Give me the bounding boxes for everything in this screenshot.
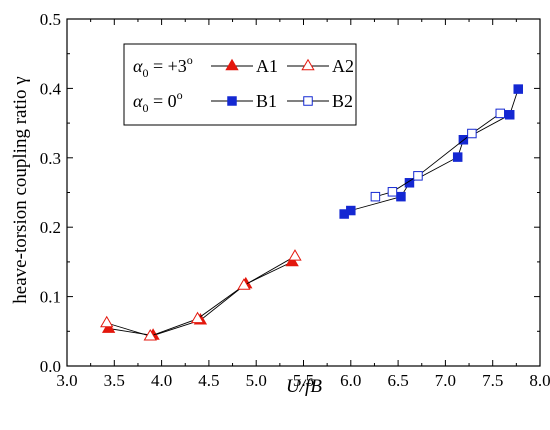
data-point-A2: [100, 315, 114, 328]
y-tick-label: 0.0: [40, 357, 61, 376]
x-tick-label: 4.0: [151, 371, 172, 390]
series-layer: [100, 84, 523, 341]
y-axis-label: heave-torsion coupling ratio γ: [10, 76, 31, 303]
series-line-B2: [375, 113, 501, 198]
x-tick-label: 6.5: [387, 371, 408, 390]
y-tick-label: 0.1: [40, 288, 61, 307]
x-tick-label: 4.5: [198, 371, 219, 390]
legend-marker-A1: [225, 58, 239, 71]
x-tick-label: 7.5: [482, 371, 503, 390]
legend-label-B1: B1: [256, 91, 277, 111]
x-tick-label: 3.5: [104, 371, 125, 390]
data-point-B2: [387, 187, 398, 197]
x-tick-label: 5.0: [246, 371, 267, 390]
data-point-B1: [396, 191, 406, 202]
data-point-B1: [404, 178, 415, 188]
data-point-B2: [495, 108, 506, 119]
legend-box: [123, 43, 357, 126]
data-point-B2: [370, 191, 381, 202]
data-point-B2: [413, 171, 423, 181]
y-tick-label: 0.4: [40, 79, 62, 98]
legend-label-A2: A2: [332, 56, 354, 76]
series-B1: [339, 84, 523, 219]
x-tick-label: 7.0: [435, 371, 456, 390]
legend-marker-A2: [301, 58, 315, 71]
series-A2: [100, 249, 302, 341]
data-point-A2: [288, 249, 302, 261]
y-tick-label: 0.3: [40, 149, 61, 168]
legend-group-label: α0 = 0o: [133, 88, 183, 115]
data-point-A1: [101, 321, 116, 333]
x-tick-label: 5.5: [293, 371, 314, 390]
legend-label-A1: A1: [256, 56, 278, 76]
x-axis-label: U/fB: [286, 376, 322, 397]
y-tick-label: 0.2: [40, 218, 61, 237]
legend-marker-B1: [227, 96, 237, 106]
series-B2: [370, 108, 506, 202]
legend-group-label: α0 = +3o: [133, 53, 193, 80]
data-point-A2: [143, 328, 157, 341]
data-point-B1: [346, 205, 356, 216]
legend-label-B2: B2: [332, 91, 353, 111]
data-point-A2: [237, 278, 251, 290]
x-tick-label: 3.0: [56, 371, 77, 390]
x-tick-label: 8.0: [529, 371, 550, 390]
legend: α0 = +3o A1 A2 α0 = 0o B1 B2: [123, 43, 357, 126]
y-tick-label: 0.5: [40, 10, 61, 29]
data-point-B1: [504, 110, 515, 120]
series-line-B1: [343, 88, 519, 215]
data-point-B2: [467, 128, 477, 139]
axis-ticks: 3.0 3.5 4.0 4.5 5.0 5.5 6.0 6.5 7.0 7.5 8.0 0.0 0.1 0…: [40, 10, 550, 390]
legend-marker-B2: [303, 96, 313, 106]
x-tick-label: 6.0: [340, 371, 361, 390]
data-point-A2: [190, 311, 205, 324]
data-point-A1: [285, 254, 299, 267]
data-point-B1: [513, 84, 523, 94]
data-point-B1: [452, 152, 463, 162]
series-A1: [101, 254, 299, 340]
